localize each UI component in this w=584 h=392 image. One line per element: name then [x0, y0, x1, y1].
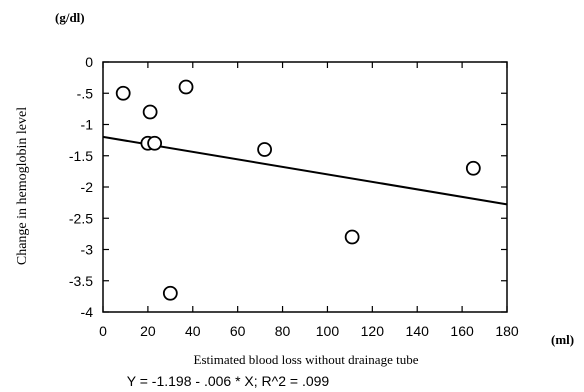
x-tick-label: 0	[99, 323, 107, 339]
plot-area-frame	[102, 61, 508, 313]
x-tick-label: 100	[316, 323, 340, 339]
x-unit-label: (ml)	[551, 332, 574, 347]
data-point	[257, 142, 273, 157]
regression-line-group	[102, 135, 508, 206]
x-axis-ticks: 0 20 40 60 80 100 120 140 160 180	[99, 62, 519, 339]
y-axis-label: Change in hemoglobin level	[15, 107, 30, 265]
y-tick-label: -1.5	[69, 148, 93, 164]
x-tick-label: 120	[361, 323, 385, 339]
y-tick-label: -3	[81, 242, 94, 258]
y-tick-label: -3.5	[69, 273, 93, 289]
y-unit-label: (g/dl)	[55, 10, 85, 25]
regression-line	[102, 135, 508, 206]
y-tick-label: -4	[81, 304, 94, 320]
y-tick-label: -2	[81, 179, 94, 195]
y-tick-label: -1	[81, 117, 94, 133]
x-tick-label: 20	[140, 323, 156, 339]
data-point	[465, 160, 481, 176]
data-point	[142, 104, 158, 120]
data-points	[115, 79, 481, 301]
x-tick-label: 160	[450, 323, 474, 339]
data-point	[344, 229, 360, 245]
x-tick-label: 80	[275, 323, 291, 339]
x-tick-label: 40	[185, 323, 201, 339]
y-axis-ticks: 0 -.5 -1 -1.5 -2 -2.5 -3 -3.5 -4	[69, 54, 507, 320]
y-tick-label: -.5	[77, 85, 94, 101]
data-point	[178, 79, 194, 95]
data-point	[147, 135, 163, 151]
y-tick-label: -2.5	[69, 210, 93, 226]
x-tick-label: 140	[406, 323, 430, 339]
data-point	[115, 85, 131, 101]
y-tick-label: 0	[85, 54, 93, 70]
x-tick-label: 60	[230, 323, 246, 339]
x-axis-label: Estimated blood loss without drainage tu…	[194, 352, 419, 367]
x-tick-label: 180	[495, 323, 519, 339]
data-point	[162, 285, 178, 301]
regression-equation: Y = -1.198 - .006 * X; R^2 = .099	[127, 373, 330, 389]
